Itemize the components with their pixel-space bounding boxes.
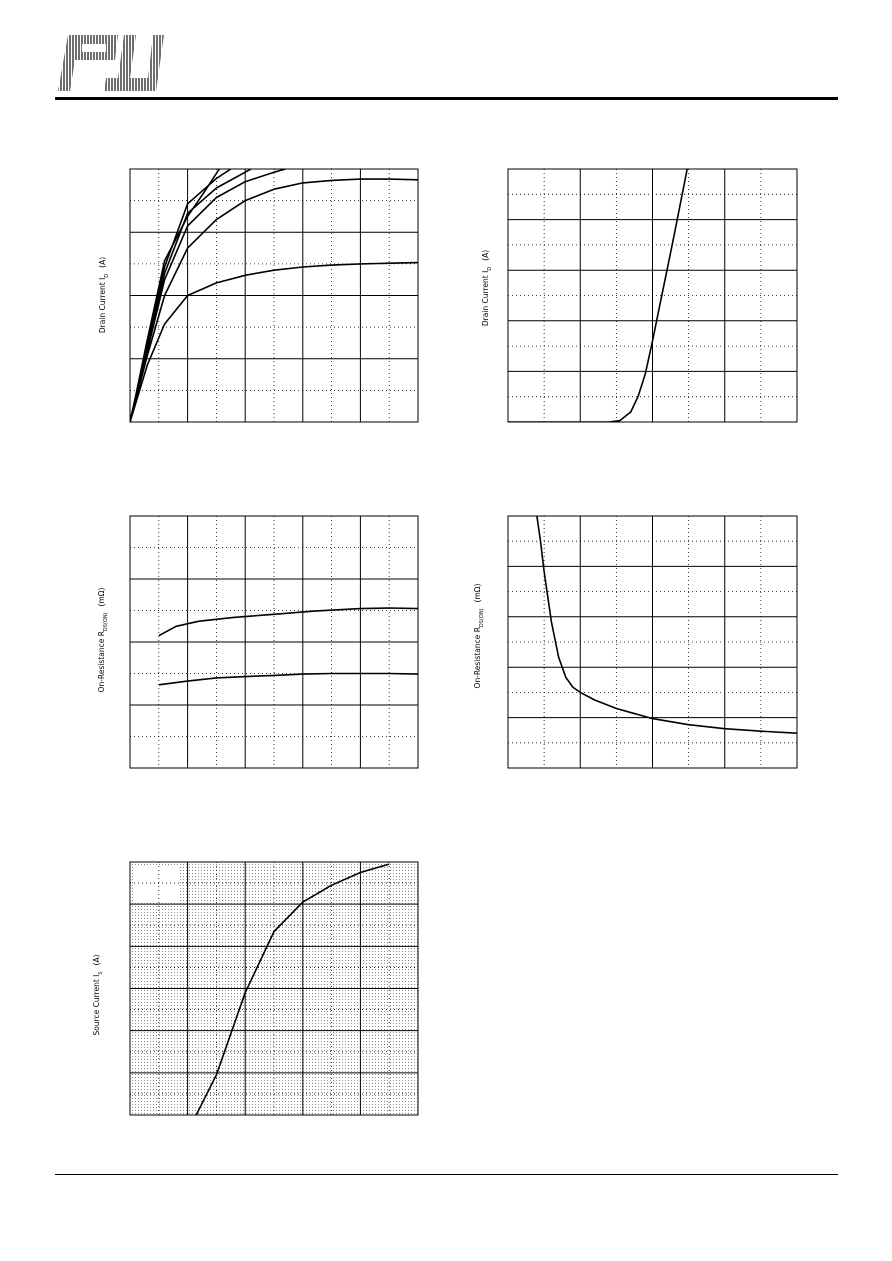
y-axis-label-unit: (mΩ)	[97, 587, 106, 606]
series-line-2	[158, 672, 418, 686]
series-line-1	[158, 607, 418, 637]
series-line-6	[130, 169, 220, 422]
y-axis-label: On-Resistance RDS(ON) (mΩ)	[97, 587, 109, 692]
y-axis-label-subscript: D	[487, 267, 493, 271]
grid	[130, 169, 418, 422]
series-line-1	[536, 516, 797, 734]
company-logo	[58, 35, 164, 91]
y-axis-label-text: On-Resistance R	[473, 627, 482, 688]
y-axis-label-text: Drain Current I	[98, 278, 107, 333]
y-axis-label-unit: (A)	[92, 954, 101, 965]
y-axis-label: On-Resistance RDS(ON) (mΩ)	[473, 583, 485, 688]
grid	[508, 516, 797, 768]
grid	[130, 516, 418, 768]
logo-letter-j	[104, 35, 164, 91]
series-line-1	[508, 169, 688, 422]
y-axis-label-text: Source Current I	[92, 975, 101, 1036]
y-axis-label-subscript: DS(ON)	[479, 608, 485, 627]
y-axis-label: Drain Current ID (A)	[481, 250, 493, 326]
y-axis-label: Source Current IS (A)	[92, 954, 104, 1035]
y-axis-label-subscript: DS(ON)	[103, 612, 109, 631]
series-line-1	[195, 863, 390, 1115]
logo-inner-notch	[82, 44, 106, 52]
series-line-2	[130, 178, 418, 422]
plot-frame	[129, 168, 419, 423]
y-axis-label-unit: (mΩ)	[473, 583, 482, 602]
y-axis-label-subscript: D	[104, 274, 110, 278]
y-axis-label-unit: (A)	[98, 257, 107, 268]
legend-area	[134, 866, 178, 902]
y-axis-label: Drain Current ID (A)	[98, 257, 110, 333]
grid	[130, 862, 418, 1115]
y-axis-label-text: On-Resistance R	[97, 631, 106, 692]
grid	[508, 169, 797, 422]
series-line-1	[130, 261, 418, 422]
y-axis-label-text: Drain Current I	[481, 271, 490, 326]
y-axis-label-subscript: S	[98, 971, 104, 974]
plot-frame	[507, 168, 798, 423]
plot-frame	[129, 861, 419, 1116]
header-rule	[55, 97, 838, 100]
y-axis-label-unit: (A)	[481, 250, 490, 261]
plot-frame	[507, 515, 798, 769]
footer-rule	[55, 1174, 838, 1175]
plot-frame	[129, 515, 419, 769]
